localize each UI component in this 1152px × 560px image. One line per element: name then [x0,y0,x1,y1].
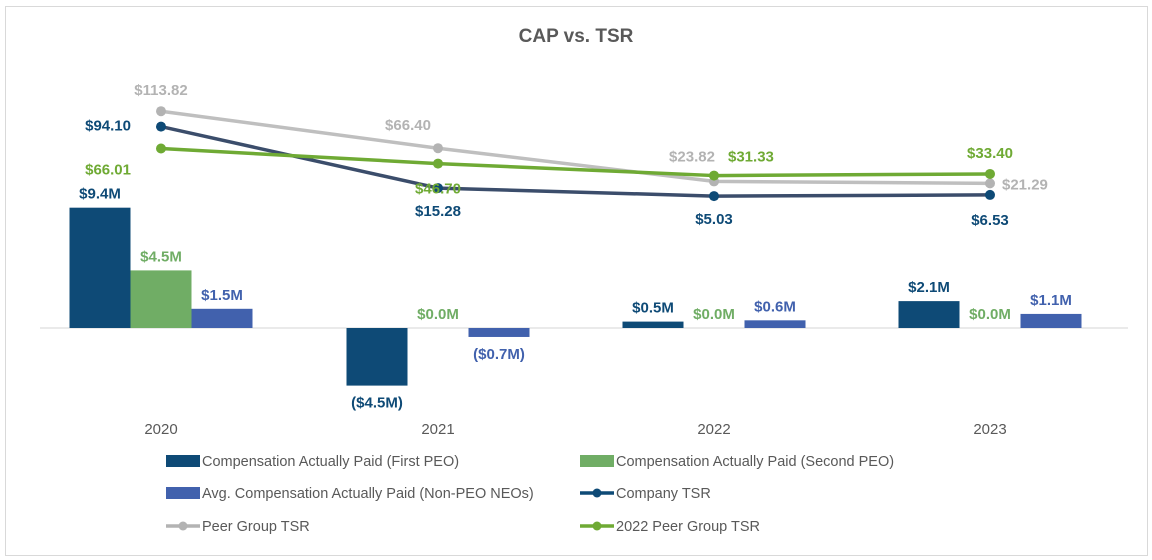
bar-avg-compensation-actually-paid-non-peo-neos-2021 [468,328,530,337]
legend-label: Peer Group TSR [202,519,310,535]
bar-label-avg-compensation-actually-paid-non-peo-neos-2020: $1.5M [201,287,243,304]
bar-label-compensation-actually-paid-second-peo-2023: $0.0M [969,306,1011,323]
point-label-company-tsr-2022: $5.03 [695,211,733,228]
bar-avg-compensation-actually-paid-non-peo-neos-2023 [1020,313,1082,328]
point-label-company-tsr-2020: $94.10 [85,118,131,135]
x-tick-2023: 2023 [973,421,1006,438]
legend-item-2022-peer-group-tsr: 2022 Peer Group TSR [580,519,760,535]
bar-avg-compensation-actually-paid-non-peo-neos-2022 [744,320,806,328]
legend-item-compensation-actually-paid-first-peo: Compensation Actually Paid (First PEO) [166,454,459,470]
point-label-2022-peer-group-tsr-2020: $66.01 [85,162,131,179]
legend-label: Avg. Compensation Actually Paid (Non-PEO… [202,486,534,502]
legend-label: Compensation Actually Paid (First PEO) [202,454,459,470]
point-label-peer-group-tsr-2020: $113.82 [134,82,187,99]
bar-group [69,207,1082,386]
legend-label: 2022 Peer Group TSR [616,519,760,535]
point-company-tsr-2020 [156,121,166,132]
bar-label-compensation-actually-paid-first-peo-2023: $2.1M [908,279,950,296]
point-company-tsr-2023 [985,189,995,200]
line-group [156,106,995,202]
legend-swatch-marker [592,488,602,498]
legend-label: Compensation Actually Paid (Second PEO) [616,454,894,470]
legend-label: Company TSR [616,486,711,502]
bar-label-avg-compensation-actually-paid-non-peo-neos-2023: $1.1M [1030,292,1072,309]
bar-label-avg-compensation-actually-paid-non-peo-neos-2022: $0.6M [754,298,796,315]
point-company-tsr-2021 [433,183,443,194]
bar-label-compensation-actually-paid-second-peo-2020: $4.5M [140,248,182,265]
bar-compensation-actually-paid-first-peo-2023 [898,301,960,328]
point-peer-group-tsr-2020 [156,106,166,117]
legend-swatch-bar [166,455,200,467]
legend-swatch-bar [166,487,200,499]
point-peer-group-tsr-2023 [985,178,995,189]
bar-avg-compensation-actually-paid-non-peo-neos-2020 [191,308,253,328]
line-peer-group-tsr [160,109,991,186]
chart-title: CAP vs. TSR [519,26,634,47]
point-label-peer-group-tsr-2023: $21.29 [1002,176,1048,193]
data-labels: $9.4M ($4.5M) $0.5M $2.1M $4.5M $0.0M $0.0M $0.… [79,82,1072,411]
line-2022-peer-group-tsr [160,146,991,178]
point-label-2022-peer-group-tsr-2023: $33.40 [967,145,1013,162]
bar-label-avg-compensation-actually-paid-non-peo-neos-2021: ($0.7M) [473,346,525,363]
point-label-company-tsr-2021: $15.28 [415,203,461,220]
bar-label-compensation-actually-paid-second-peo-2021: $0.0M [417,306,459,323]
x-tick-2020: 2020 [144,421,177,438]
x-axis-ticks: 2020 2021 2022 2023 [144,421,1006,438]
legend-item-peer-group-tsr: Peer Group TSR [166,519,310,535]
point-label-peer-group-tsr-2021: $66.40 [385,117,431,134]
legend-item-company-tsr: Company TSR [580,486,711,502]
point-2022-peer-group-tsr-2022 [709,170,719,181]
bar-compensation-actually-paid-first-peo-2021 [346,328,408,386]
bar-label-compensation-actually-paid-first-peo-2022: $0.5M [632,300,674,317]
point-label-peer-group-tsr-2022: $23.82 [669,148,715,165]
bar-compensation-actually-paid-first-peo-2020 [69,207,131,328]
legend-swatch-marker [592,521,602,531]
point-label-2022-peer-group-tsr-2022: $31.33 [728,149,774,166]
point-peer-group-tsr-2021 [433,143,443,154]
legend-item-avg-compensation-actually-paid-non-peo-neos: Avg. Compensation Actually Paid (Non-PEO… [166,486,534,502]
bar-label-compensation-actually-paid-first-peo-2020: $9.4M [79,186,121,203]
legend-swatch-marker [178,521,188,531]
bar-compensation-actually-paid-first-peo-2022 [622,321,684,328]
bar-label-compensation-actually-paid-second-peo-2022: $0.0M [693,306,735,323]
bar-label-compensation-actually-paid-first-peo-2021: ($4.5M) [351,395,403,412]
point-company-tsr-2022 [709,191,719,202]
x-tick-2022: 2022 [697,421,730,438]
legend-swatch-bar [580,455,614,467]
point-2022-peer-group-tsr-2023 [985,168,995,179]
line-company-tsr [160,124,991,198]
point-label-company-tsr-2023: $6.53 [971,212,1009,229]
legend: Compensation Actually Paid (First PEO) Co… [166,454,894,535]
point-label-2022-peer-group-tsr-2021: $46.70 [415,181,461,198]
x-tick-2021: 2021 [421,421,454,438]
legend-item-compensation-actually-paid-second-peo: Compensation Actually Paid (Second PEO) [580,454,894,470]
point-2022-peer-group-tsr-2021 [433,158,443,169]
bar-compensation-actually-paid-second-peo-2020 [130,270,192,328]
point-2022-peer-group-tsr-2020 [156,143,166,154]
